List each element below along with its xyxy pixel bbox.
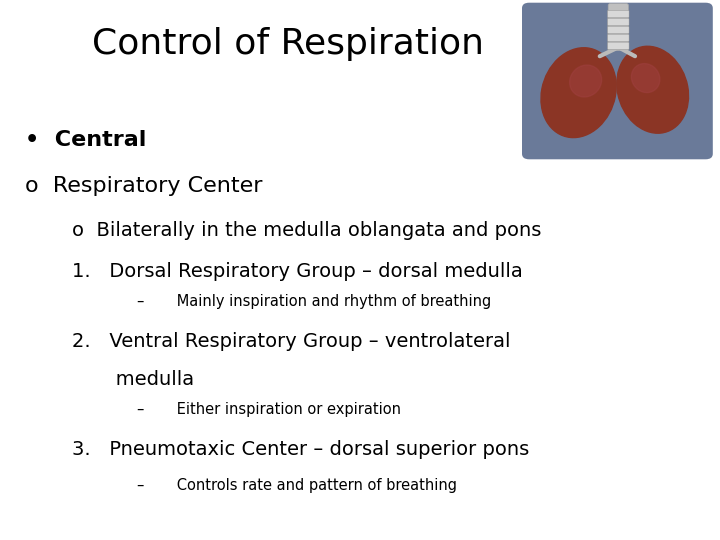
Text: 3.   Pneumotaxic Center – dorsal superior pons: 3. Pneumotaxic Center – dorsal superior …	[72, 440, 529, 459]
FancyBboxPatch shape	[608, 18, 629, 25]
Ellipse shape	[631, 64, 660, 92]
Text: Control of Respiration: Control of Respiration	[92, 27, 484, 61]
Ellipse shape	[570, 65, 602, 97]
Ellipse shape	[541, 48, 616, 138]
Text: 2.   Ventral Respiratory Group – ventrolateral: 2. Ventral Respiratory Group – ventrolat…	[72, 332, 510, 351]
Text: 1.   Dorsal Respiratory Group – dorsal medulla: 1. Dorsal Respiratory Group – dorsal med…	[72, 262, 523, 281]
FancyBboxPatch shape	[522, 3, 713, 159]
FancyBboxPatch shape	[608, 34, 629, 42]
Text: medulla: medulla	[72, 370, 194, 389]
Text: •  Central: • Central	[25, 130, 147, 150]
Text: –       Controls rate and pattern of breathing: – Controls rate and pattern of breathing	[137, 478, 456, 493]
Ellipse shape	[617, 46, 688, 133]
Text: –       Mainly inspiration and rhythm of breathing: – Mainly inspiration and rhythm of breat…	[137, 294, 491, 309]
Text: –       Either inspiration or expiration: – Either inspiration or expiration	[137, 402, 401, 417]
Text: o  Bilaterally in the medulla oblangata and pons: o Bilaterally in the medulla oblangata a…	[72, 221, 541, 240]
FancyBboxPatch shape	[608, 10, 629, 18]
Text: o  Respiratory Center: o Respiratory Center	[25, 176, 263, 195]
FancyBboxPatch shape	[608, 4, 629, 51]
FancyBboxPatch shape	[608, 26, 629, 33]
FancyBboxPatch shape	[608, 42, 629, 50]
